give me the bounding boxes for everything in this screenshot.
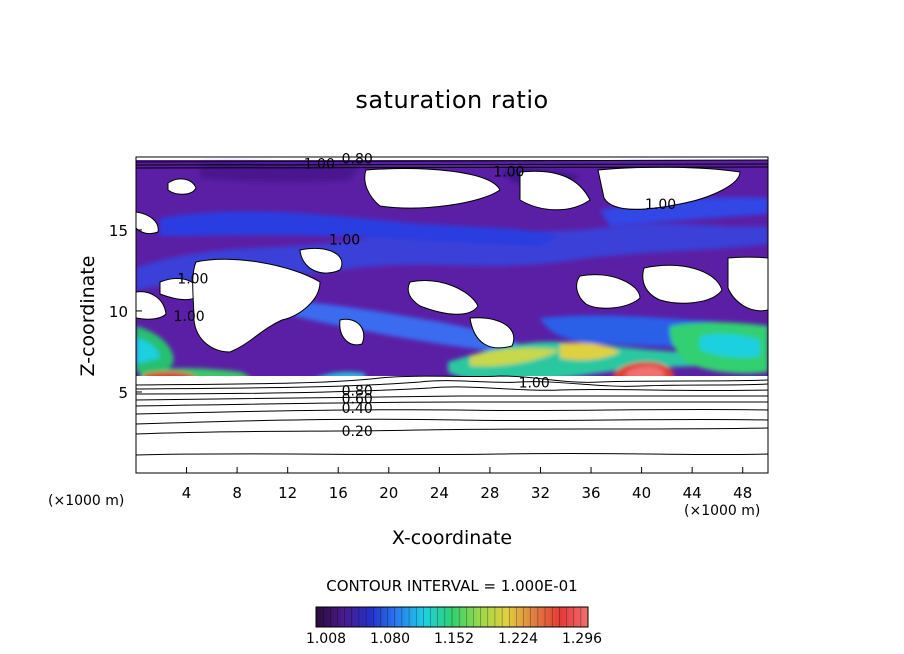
contour-line <box>136 408 768 415</box>
contour-label: 1.00 <box>174 309 205 325</box>
x-tick-label: 20 <box>379 484 398 502</box>
contour-line <box>136 159 768 163</box>
red-patch <box>624 366 665 380</box>
contour-line <box>136 452 768 456</box>
contour-line <box>136 395 768 401</box>
white-region <box>192 258 321 353</box>
x-tick-label: 8 <box>232 484 242 502</box>
x-tick-label: 24 <box>430 484 449 502</box>
colorbar-tick-label: 1.296 <box>562 631 602 647</box>
contour-line <box>136 163 768 166</box>
contour-lines <box>136 159 768 456</box>
contour-line <box>136 375 768 386</box>
y-tick-label: 15 <box>109 222 128 240</box>
cyan-patch <box>136 338 160 364</box>
white-region <box>364 168 501 209</box>
white-region <box>576 274 641 309</box>
contour-line <box>136 401 768 407</box>
y-tick-label: 10 <box>109 303 128 321</box>
contour-label: 1.00 <box>645 197 676 213</box>
x-tick-label: 32 <box>531 484 550 502</box>
contour-line <box>136 427 768 435</box>
colorbar-tick-label: 1.152 <box>434 631 474 647</box>
x-tick-label: 48 <box>733 484 752 502</box>
x-unit-label-right: (×1000 m) <box>684 503 761 519</box>
white-region <box>299 247 343 274</box>
white-regions <box>136 166 768 473</box>
contour-line <box>136 380 768 390</box>
contour-label: 1.00 <box>493 165 524 181</box>
contour-label: 0.80 <box>342 383 373 399</box>
contour-line <box>136 166 768 169</box>
contour-label: 1.00 <box>519 375 550 391</box>
white-region <box>136 384 768 473</box>
y-axis-label: Z-coordinate <box>77 255 99 377</box>
cyan-patch <box>700 333 760 358</box>
contour-label-layer: 0.200.400.600.801.001.001.00 0.801.001.00… <box>174 152 677 440</box>
colorbar-tick-label: 1.224 <box>498 631 538 647</box>
contour-label: 1.00 <box>329 233 360 249</box>
white-region <box>136 291 167 320</box>
x-tick-label: 44 <box>683 484 702 502</box>
yellow-patch <box>560 342 620 360</box>
x-tick-label: 40 <box>632 484 651 502</box>
x-axis-label: X-coordinate <box>391 527 513 549</box>
white-region <box>167 178 197 195</box>
chart-title: saturation ratio <box>355 86 549 114</box>
contour-interval-label: CONTOUR INTERVAL = 1.000E-01 <box>326 577 578 595</box>
white-region <box>407 280 479 315</box>
x-tick-label: 12 <box>278 484 297 502</box>
x-unit-label-left: (×1000 m) <box>48 493 125 509</box>
contour-line <box>136 386 768 395</box>
white-region <box>519 170 591 211</box>
contour-label: 0.60 <box>342 391 373 407</box>
contour-label: 1.00 <box>304 156 335 172</box>
contour-label: 0.40 <box>342 401 373 417</box>
white-region <box>469 317 515 349</box>
contour-label: 1.00 <box>177 272 208 288</box>
x-tick-label: 28 <box>480 484 499 502</box>
x-tick-label: 16 <box>329 484 348 502</box>
y-tick-label: 5 <box>118 384 128 402</box>
yellow-patch <box>470 348 560 367</box>
white-region <box>727 256 768 312</box>
white-region <box>642 264 723 304</box>
white-region <box>339 318 365 346</box>
contour-label: 0.20 <box>342 424 373 440</box>
x-ticks: 4 8 12 16 20 24 28 32 36 40 44 48 <box>182 467 752 502</box>
contour-label: 0.80 <box>342 152 373 168</box>
x-tick-label: 4 <box>182 484 192 502</box>
plot-frame <box>135 156 769 474</box>
blue-band <box>260 300 520 352</box>
plot-area <box>136 159 768 473</box>
colorbar-tick-label: 1.008 <box>306 631 346 647</box>
x-tick-label: 36 <box>581 484 600 502</box>
colorbar: 1.008 1.080 1.152 1.224 1.296 <box>306 606 602 647</box>
contour-line <box>136 418 768 425</box>
blue-band <box>160 211 560 246</box>
colorbar-tick-label: 1.080 <box>370 631 410 647</box>
saturation-field <box>136 160 768 473</box>
y-ticks: 5 10 15 <box>109 222 142 402</box>
